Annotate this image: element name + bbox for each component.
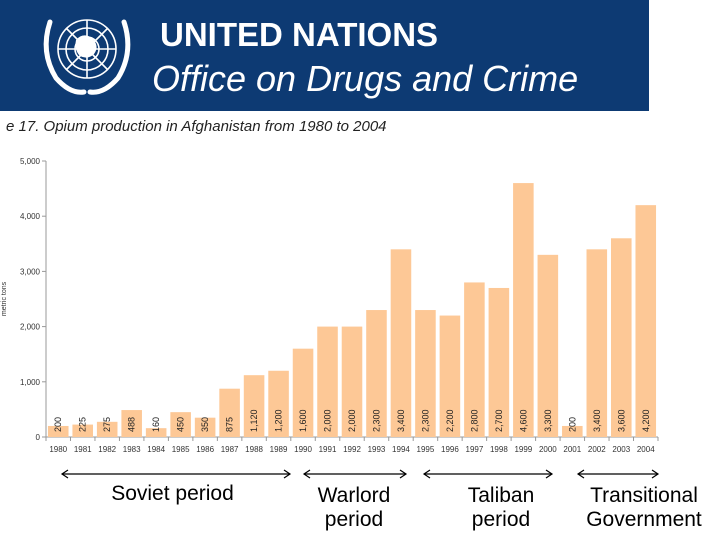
bar (439, 315, 461, 437)
bar-value-label: 2,800 (469, 409, 479, 432)
bar-value-label: 450 (176, 417, 186, 432)
x-tick-label: 1997 (466, 445, 484, 454)
bar-value-label: 4,200 (641, 409, 651, 432)
x-tick-label: 2000 (539, 445, 557, 454)
x-tick-label: 1994 (392, 445, 410, 454)
bar (170, 412, 191, 437)
bar (219, 388, 240, 437)
bar (317, 326, 338, 437)
x-tick-label: 1987 (221, 445, 239, 454)
y-tick-label: 1,000 (20, 378, 41, 387)
bar-value-label: 1,600 (298, 409, 308, 432)
bar (390, 249, 412, 437)
x-tick-label: 1982 (98, 445, 116, 454)
bar (243, 375, 265, 437)
x-tick-label: 1986 (196, 445, 214, 454)
warlord-period-label: Warlord period (317, 484, 391, 531)
x-tick-label: 2003 (612, 445, 630, 454)
x-tick-label: 1995 (417, 445, 435, 454)
y-tick-label: 5,000 (20, 157, 41, 166)
bar (513, 183, 534, 437)
bar (610, 238, 632, 437)
bar (537, 254, 559, 437)
y-axis-label: metric tons (1, 281, 8, 316)
bar-value-label: 3,300 (543, 409, 553, 432)
bar (635, 205, 657, 437)
bar (562, 425, 583, 437)
bar (488, 287, 510, 437)
bar (586, 249, 608, 437)
bar-value-label: 2,000 (347, 409, 357, 432)
y-tick-label: 0 (36, 433, 41, 442)
bar-value-label: 4,600 (518, 409, 528, 432)
bar (464, 282, 485, 437)
bar-value-label: 200 (53, 417, 63, 432)
bar (121, 410, 142, 437)
bar-value-label: 160 (151, 417, 161, 432)
x-tick-label: 1991 (319, 445, 337, 454)
chart-title: e 17. Opium production in Afghanistan fr… (6, 118, 387, 135)
un-emblem-icon (43, 19, 131, 95)
x-tick-label: 1990 (294, 445, 312, 454)
y-tick-label: 3,000 (20, 267, 41, 276)
x-tick-label: 2004 (637, 445, 655, 454)
bar-value-label: 488 (127, 417, 137, 432)
y-tick-label: 2,000 (20, 323, 41, 332)
x-tick-label: 2002 (588, 445, 606, 454)
y-tick-label: 4,000 (20, 212, 41, 221)
bar-value-label: 1,120 (249, 409, 259, 432)
bar-value-label: 350 (200, 417, 210, 432)
bar-value-label: 1,200 (274, 409, 284, 432)
bar-value-label: 2,300 (371, 409, 381, 432)
bar-value-label: 200 (567, 417, 577, 432)
header-banner: UNITED NATIONS Office on Drugs and Crime (0, 0, 649, 111)
bar (96, 421, 118, 437)
x-tick-label: 1996 (441, 445, 459, 454)
bar (194, 417, 216, 437)
bar-value-label: 2,200 (445, 409, 455, 432)
bar-value-label: 3,600 (616, 409, 626, 432)
x-tick-label: 1998 (490, 445, 508, 454)
x-tick-label: 1989 (270, 445, 288, 454)
soviet-period-label: Soviet period (111, 482, 234, 505)
transitional-period-label: Transitional Government (586, 484, 702, 531)
x-tick-label: 1988 (245, 445, 263, 454)
x-tick-label: 2001 (563, 445, 581, 454)
organization-name: UNITED NATIONS (160, 16, 439, 53)
bar (72, 424, 94, 437)
bar-value-label: 3,400 (592, 409, 602, 432)
x-tick-label: 1999 (514, 445, 532, 454)
period-arrows (60, 469, 660, 479)
bar-value-label: 2,300 (420, 409, 430, 432)
bar (268, 370, 289, 437)
bar (292, 348, 314, 437)
taliban-period-label: Taliban period (467, 484, 535, 531)
x-tick-label: 1993 (368, 445, 386, 454)
x-tick-label: 1985 (172, 445, 190, 454)
x-tick-label: 1980 (49, 445, 67, 454)
bar (341, 326, 363, 437)
bar (415, 310, 436, 437)
bar-value-label: 2,000 (323, 409, 333, 432)
bar-value-label: 875 (225, 417, 235, 432)
bar-value-label: 275 (102, 417, 112, 432)
bar-value-label: 2,700 (494, 409, 504, 432)
bar (366, 310, 387, 437)
x-tick-label: 1981 (74, 445, 92, 454)
office-name: Office on Drugs and Crime (152, 58, 579, 99)
bar (47, 425, 69, 437)
bar-value-label: 225 (78, 417, 88, 432)
x-tick-label: 1992 (343, 445, 361, 454)
bar (145, 428, 167, 437)
x-tick-label: 1983 (123, 445, 141, 454)
x-tick-label: 1984 (147, 445, 165, 454)
bar-value-label: 3,400 (396, 409, 406, 432)
